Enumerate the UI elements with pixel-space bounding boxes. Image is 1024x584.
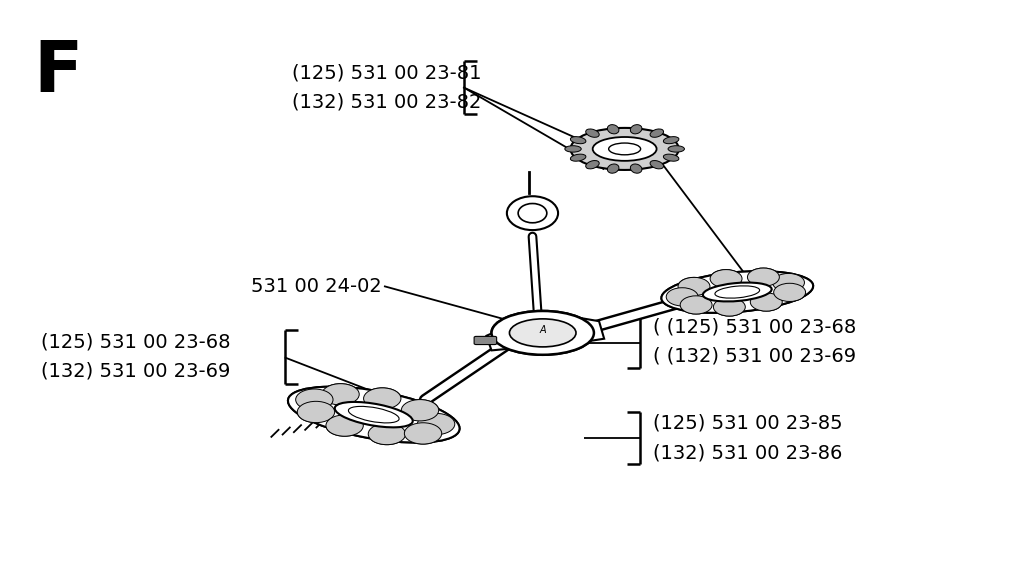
Circle shape (680, 296, 712, 314)
Circle shape (710, 270, 742, 288)
Ellipse shape (492, 311, 594, 355)
Ellipse shape (650, 129, 664, 137)
Text: (132) 531 00 23-69: (132) 531 00 23-69 (41, 361, 230, 380)
Ellipse shape (348, 406, 399, 423)
Text: A: A (540, 325, 546, 335)
Ellipse shape (335, 402, 413, 427)
Circle shape (418, 413, 455, 434)
Circle shape (322, 384, 359, 405)
Ellipse shape (664, 154, 679, 161)
Text: (132) 531 00 23-82: (132) 531 00 23-82 (292, 93, 481, 112)
Circle shape (678, 277, 710, 296)
Ellipse shape (607, 164, 618, 173)
Circle shape (667, 288, 698, 306)
Circle shape (296, 389, 333, 411)
Circle shape (772, 273, 805, 291)
Circle shape (748, 268, 779, 286)
Circle shape (297, 401, 335, 423)
Ellipse shape (607, 124, 618, 134)
Circle shape (326, 415, 364, 436)
Ellipse shape (650, 161, 664, 169)
Ellipse shape (662, 271, 813, 313)
Ellipse shape (492, 311, 594, 355)
Circle shape (710, 270, 742, 288)
Text: (125) 531 00 23-68: (125) 531 00 23-68 (41, 332, 230, 351)
Ellipse shape (570, 154, 586, 161)
Text: F: F (34, 39, 83, 107)
Circle shape (774, 283, 806, 301)
Ellipse shape (507, 196, 558, 230)
Ellipse shape (586, 129, 599, 137)
Circle shape (297, 401, 335, 423)
Text: (132) 531 00 23-86: (132) 531 00 23-86 (653, 443, 843, 462)
Ellipse shape (570, 128, 679, 170)
Ellipse shape (288, 387, 460, 443)
Circle shape (774, 283, 806, 301)
Circle shape (404, 423, 441, 444)
Polygon shape (486, 315, 558, 350)
Circle shape (714, 298, 745, 316)
Text: (125) 531 00 23-81: (125) 531 00 23-81 (292, 64, 481, 82)
Ellipse shape (631, 164, 642, 173)
Circle shape (680, 296, 712, 314)
Circle shape (748, 268, 779, 286)
Circle shape (364, 388, 401, 409)
Circle shape (364, 388, 401, 409)
Circle shape (322, 384, 359, 405)
Ellipse shape (631, 124, 642, 134)
FancyBboxPatch shape (474, 336, 497, 345)
Ellipse shape (518, 203, 547, 223)
Ellipse shape (702, 283, 772, 301)
Polygon shape (538, 312, 604, 347)
Circle shape (401, 399, 438, 421)
Circle shape (678, 277, 710, 296)
Circle shape (369, 423, 406, 444)
Ellipse shape (510, 319, 575, 347)
Ellipse shape (335, 402, 413, 427)
Circle shape (418, 413, 455, 434)
Ellipse shape (702, 283, 772, 301)
Ellipse shape (593, 137, 656, 161)
Text: 531 00 24-02: 531 00 24-02 (251, 277, 382, 296)
Circle shape (714, 298, 745, 316)
Circle shape (772, 273, 805, 291)
Text: (125) 531 00 23-85: (125) 531 00 23-85 (653, 414, 843, 433)
Ellipse shape (510, 319, 575, 347)
Circle shape (667, 288, 698, 306)
Ellipse shape (662, 271, 813, 313)
Circle shape (404, 423, 441, 444)
Ellipse shape (608, 143, 641, 155)
Ellipse shape (348, 406, 399, 423)
Ellipse shape (586, 161, 599, 169)
Circle shape (751, 293, 782, 311)
Ellipse shape (715, 286, 760, 298)
Circle shape (296, 389, 333, 411)
Ellipse shape (664, 137, 679, 144)
Circle shape (326, 415, 364, 436)
Circle shape (751, 293, 782, 311)
Ellipse shape (570, 137, 586, 144)
Ellipse shape (288, 387, 460, 443)
Circle shape (369, 423, 406, 444)
Ellipse shape (668, 146, 684, 152)
Text: ( (125) 531 00 23-68: ( (125) 531 00 23-68 (653, 318, 856, 336)
Ellipse shape (715, 286, 760, 298)
Ellipse shape (565, 146, 582, 152)
Circle shape (401, 399, 438, 421)
Text: ( (132) 531 00 23-69: ( (132) 531 00 23-69 (653, 347, 856, 366)
